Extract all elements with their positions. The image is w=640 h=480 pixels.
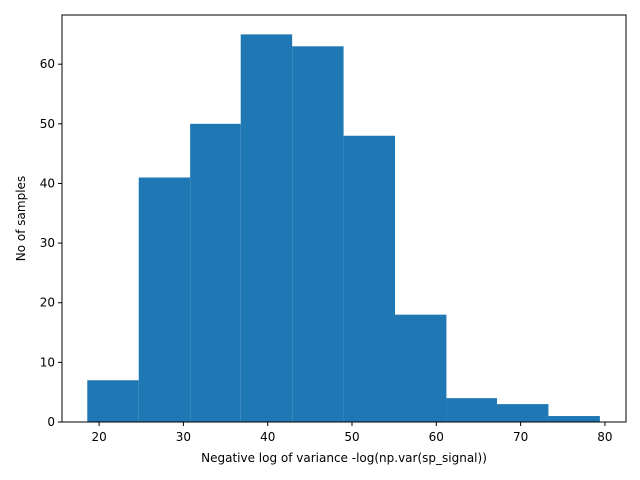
histogram-bar-1 <box>138 177 191 422</box>
x-tick-label: 70 <box>513 430 528 444</box>
x-tick-label: 60 <box>429 430 444 444</box>
histogram-bar-8 <box>497 404 549 422</box>
x-tick-label: 50 <box>344 430 359 444</box>
y-axis-label: No of samples <box>14 176 28 261</box>
x-tick-label: 40 <box>260 430 275 444</box>
x-tick-label: 30 <box>176 430 191 444</box>
y-tick-label: 30 <box>40 236 55 250</box>
bars-group <box>87 34 600 423</box>
x-tick-label: 80 <box>597 430 612 444</box>
histogram-bar-4 <box>292 46 344 423</box>
histogram-bar-2 <box>190 123 241 422</box>
histogram-bar-0 <box>87 380 139 422</box>
histogram-bar-7 <box>446 398 498 422</box>
y-tick-label: 40 <box>40 176 55 190</box>
plot-frame <box>61 14 627 423</box>
histogram-bar-5 <box>343 135 396 422</box>
histogram-bar-3 <box>240 34 293 422</box>
y-tick-label: 0 <box>47 415 55 429</box>
y-tick-label: 10 <box>40 355 55 369</box>
histogram-bar-6 <box>395 314 447 422</box>
x-axis-label: Negative log of variance -log(np.var(sp_… <box>201 451 487 465</box>
x-axis-ticks: 20 30 40 50 60 70 80 <box>91 422 613 444</box>
y-tick-label: 60 <box>40 57 55 71</box>
y-tick-label: 20 <box>40 296 55 310</box>
x-tick-label: 20 <box>91 430 106 444</box>
y-tick-label: 50 <box>40 117 55 131</box>
histogram-bar-9 <box>548 416 600 422</box>
y-axis-ticks: 0 10 20 30 40 50 60 <box>40 57 62 429</box>
